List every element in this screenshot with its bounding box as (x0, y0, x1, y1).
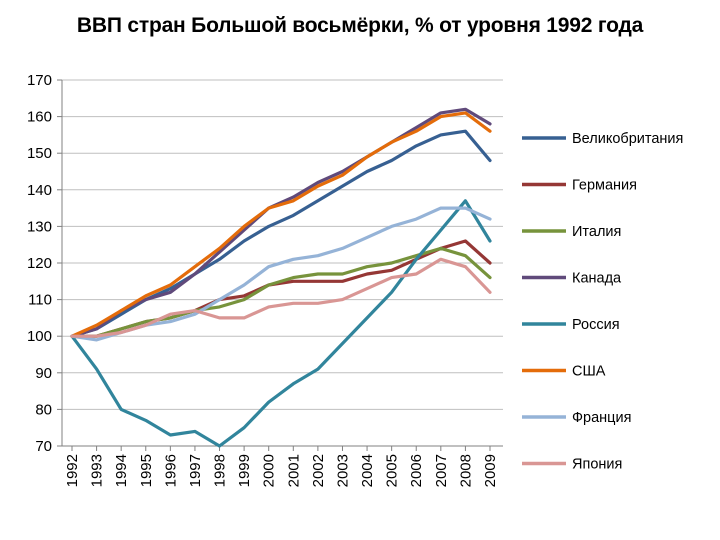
series-line-1 (70, 239, 492, 338)
y-tick-label: 110 (28, 292, 52, 309)
x-tick-label: 1998 (212, 454, 229, 487)
y-tick-label: 170 (27, 72, 52, 89)
x-tick-label: 2006 (408, 454, 425, 487)
y-tick-label: 120 (27, 255, 52, 272)
x-tick-label: 1995 (138, 454, 155, 487)
series-line-4 (70, 199, 492, 448)
legend-label: Италия (572, 224, 621, 240)
legend-label: Россия (572, 317, 620, 333)
x-tick-label: 2000 (261, 454, 278, 487)
x-tick-label: 1992 (64, 454, 81, 487)
series-lines (70, 107, 492, 448)
x-tick-label: 1999 (236, 454, 253, 487)
y-tick-label: 150 (27, 145, 52, 162)
x-tick-label: 1997 (187, 454, 204, 487)
x-tick-label: 1993 (89, 454, 106, 487)
series-line-3 (70, 107, 492, 338)
x-tick-label: 2002 (310, 454, 327, 487)
legend-label: Канада (572, 271, 622, 287)
x-tick-label: 2009 (482, 454, 499, 487)
chart-title: ВВП стран Большой восьмёрки, % от уровня… (76, 14, 644, 37)
x-tick-labels: 1992 1993 1994 1995 1996 1997 1998 1999 2000 2001… (64, 454, 499, 487)
y-tick-label: 100 (27, 328, 52, 345)
y-tick-label: 80 (35, 401, 52, 418)
y-tick-label: 70 (35, 438, 52, 455)
x-tick-label: 2007 (433, 454, 450, 487)
y-tick-labels: 70 80 90 100 110 120 130 140 150 160 170 (27, 72, 52, 455)
legend-label: Германия (572, 178, 637, 194)
series-line-5 (70, 111, 492, 338)
x-tick-label: 2004 (359, 454, 376, 487)
y-tick-label: 160 (27, 109, 52, 126)
legend-label: Великобритания (572, 131, 683, 147)
legend-label: Франция (572, 410, 631, 426)
x-tick-label: 1994 (113, 454, 130, 487)
x-tick-label: 2003 (334, 454, 351, 487)
series-line-7 (70, 257, 492, 338)
legend-label: США (572, 364, 606, 380)
x-tick-label: 2005 (384, 454, 401, 487)
y-tick-label: 140 (27, 182, 52, 199)
series-line-6 (70, 206, 492, 342)
x-tick-label: 1996 (162, 454, 179, 487)
axes (57, 79, 503, 451)
y-tick-label: 90 (35, 365, 52, 382)
legend-label: Япония (572, 457, 622, 473)
x-tick-label: 2008 (457, 454, 474, 487)
legend: Великобритания Германия Италия Канада Россия… (522, 131, 683, 473)
y-tick-label: 130 (27, 218, 52, 235)
x-tick-label: 2001 (285, 454, 302, 487)
